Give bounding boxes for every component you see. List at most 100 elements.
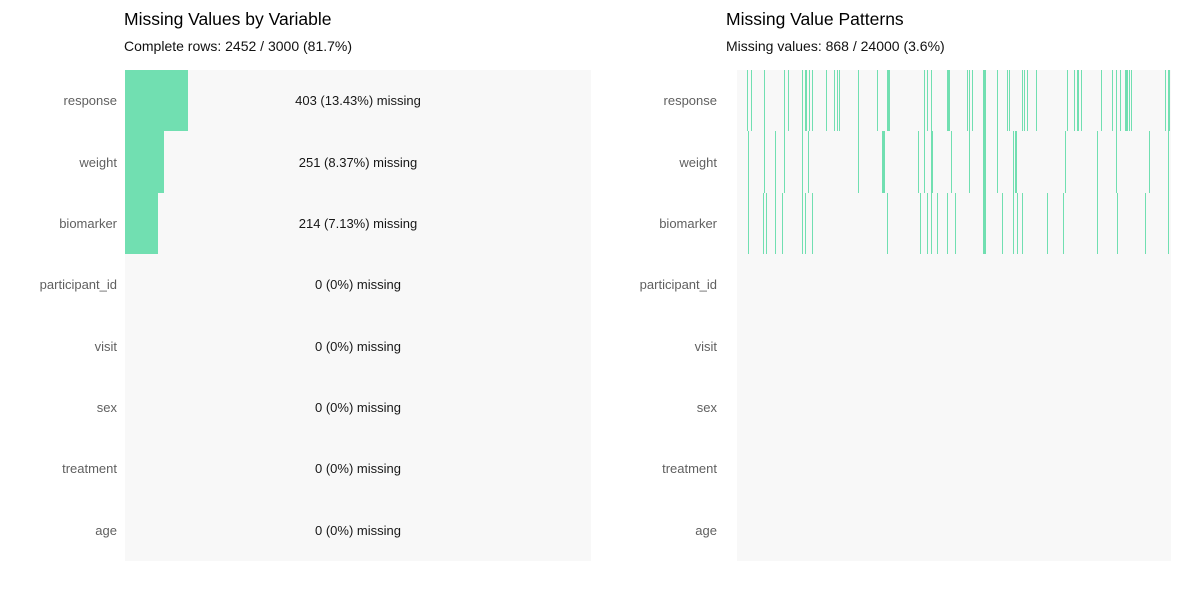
- missing-bar-biomarker: [125, 192, 159, 255]
- pattern-chart-rows: [737, 70, 1171, 561]
- missing-tick-weight: [930, 131, 933, 193]
- pattern-chart-label-row-age: age: [600, 500, 717, 561]
- missing-tick-response: [838, 70, 840, 132]
- bar-chart-label-row-participant_id: participant_id: [0, 254, 117, 315]
- bar-row-visit: 0 (0%) missing: [125, 316, 591, 377]
- missing-tick-biomarker: [947, 192, 949, 255]
- missing-tick-weight: [983, 131, 987, 193]
- pattern-chart-label-age: age: [695, 522, 717, 538]
- bar-chart-label-row-visit: visit: [0, 316, 117, 377]
- missing-tick-response: [924, 70, 926, 132]
- missing-bar-chart-panel: 403 (13.43%) missing 251 (8.37%) missing 2…: [125, 70, 591, 561]
- missing-tick-weight: [747, 131, 749, 193]
- missing-tick-weight: [802, 131, 804, 193]
- missing-tick-response: [971, 70, 973, 132]
- pattern-row-weight: [737, 131, 1171, 193]
- pattern-chart-label-weight: weight: [679, 154, 717, 170]
- bar-row-sex: 0 (0%) missing: [125, 377, 591, 438]
- missing-tick-biomarker: [1062, 192, 1064, 255]
- missing-tick-response: [1115, 70, 1117, 132]
- missing-tick-biomarker: [1022, 192, 1024, 255]
- missing-tick-response: [834, 70, 836, 132]
- pattern-chart-subtitle: Missing values: 868 / 24000 (3.6%): [726, 38, 945, 54]
- bar-chart-label-row-age: age: [0, 500, 117, 561]
- pattern-chart-label-row-participant_id: participant_id: [600, 254, 717, 315]
- missing-count-label-biomarker: 214 (7.13%) missing: [298, 215, 418, 231]
- pattern-row-age: [737, 500, 1171, 561]
- bar-chart-label-row-sex: sex: [0, 377, 117, 438]
- missing-tick-response: [1167, 70, 1170, 132]
- bar-chart-label-treatment: treatment: [62, 461, 117, 477]
- missing-tick-response: [1036, 70, 1038, 132]
- missing-tick-response: [930, 70, 932, 132]
- missing-tick-response: [812, 70, 814, 132]
- missing-tick-weight: [1148, 131, 1150, 193]
- missing-tick-biomarker: [805, 192, 807, 255]
- bar-chart-label-row-biomarker: biomarker: [0, 193, 117, 254]
- pattern-row-treatment: [737, 438, 1171, 499]
- missing-count-label-visit: 0 (0%) missing: [315, 338, 401, 354]
- pattern-chart-label-row-biomarker: biomarker: [600, 193, 717, 254]
- missing-tick-weight: [917, 131, 919, 193]
- missing-tick-biomarker: [937, 192, 939, 255]
- missing-tick-response: [825, 70, 827, 132]
- pattern-row-visit: [737, 316, 1171, 377]
- missing-tick-biomarker: [1116, 192, 1118, 255]
- missing-tick-biomarker: [1167, 192, 1169, 255]
- pattern-chart-label-biomarker: biomarker: [659, 215, 717, 231]
- bar-row-treatment: 0 (0%) missing: [125, 438, 591, 499]
- missing-tick-weight: [950, 131, 952, 193]
- pattern-chart-label-response: response: [663, 93, 717, 109]
- missing-tick-response: [1026, 70, 1028, 132]
- missing-tick-biomarker: [920, 192, 922, 255]
- bar-row-weight: 251 (8.37%) missing: [125, 131, 591, 193]
- missing-tick-weight: [808, 131, 810, 193]
- pattern-chart-label-row-response: response: [600, 70, 717, 131]
- missing-tick-response: [967, 70, 969, 132]
- missing-tick-response: [1131, 70, 1133, 132]
- missing-count-label-treatment: 0 (0%) missing: [315, 461, 401, 477]
- missing-tick-response: [983, 70, 987, 132]
- missing-tick-biomarker: [812, 192, 814, 255]
- missing-tick-weight: [783, 131, 785, 193]
- pattern-row-response: [737, 70, 1171, 132]
- missing-tick-biomarker: [983, 192, 987, 255]
- missing-count-label-age: 0 (0%) missing: [315, 522, 401, 538]
- pattern-chart-label-treatment: treatment: [662, 461, 717, 477]
- missing-tick-weight: [775, 131, 777, 193]
- missing-tick-biomarker: [1096, 192, 1098, 255]
- missing-tick-biomarker: [782, 192, 784, 255]
- pattern-row-participant_id: [737, 254, 1171, 315]
- missing-count-label-weight: 251 (8.37%) missing: [298, 154, 418, 170]
- missing-tick-weight: [1115, 131, 1117, 193]
- missing-tick-weight: [1065, 131, 1067, 193]
- missing-tick-biomarker: [930, 192, 932, 255]
- missing-tick-response: [927, 70, 929, 132]
- missing-bar-weight: [125, 131, 164, 193]
- missing-tick-response: [1124, 70, 1128, 132]
- missing-tick-response: [1164, 70, 1166, 132]
- pattern-chart-label-row-sex: sex: [600, 377, 717, 438]
- bar-chart-title-block: Missing Values by Variable Complete rows…: [124, 9, 352, 55]
- missing-tick-weight: [1167, 131, 1169, 193]
- missing-tick-response: [1073, 70, 1075, 132]
- missing-tick-response: [1006, 70, 1008, 132]
- bar-chart-subtitle: Complete rows: 2452 / 3000 (81.7%): [124, 38, 353, 54]
- bar-chart-y-axis-labels: response weight biomarker participant_id vis…: [0, 70, 117, 561]
- missing-tick-biomarker: [954, 192, 956, 255]
- missing-tick-biomarker: [1144, 192, 1146, 255]
- missing-tick-response: [1101, 70, 1103, 132]
- missing-tick-response: [877, 70, 879, 132]
- bar-chart-label-weight: weight: [79, 154, 117, 170]
- bar-chart-label-row-treatment: treatment: [0, 438, 117, 499]
- pattern-chart-label-row-treatment: treatment: [600, 438, 717, 499]
- bar-chart-label-age: age: [95, 522, 117, 538]
- missing-tick-biomarker: [887, 192, 889, 255]
- missing-tick-weight: [1096, 131, 1098, 193]
- pattern-chart-label-visit: visit: [694, 338, 717, 354]
- missing-tick-biomarker: [927, 192, 929, 255]
- missing-tick-biomarker: [1013, 192, 1015, 255]
- missing-tick-biomarker: [763, 192, 765, 255]
- missing-tick-weight: [858, 131, 860, 193]
